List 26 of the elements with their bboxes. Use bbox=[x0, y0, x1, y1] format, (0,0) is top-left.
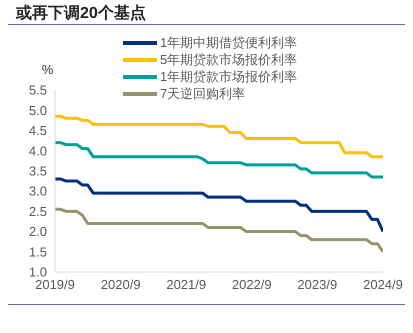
legend-label: 5年期贷款市场报价利率 bbox=[160, 51, 298, 68]
y-tick-label: 4.0 bbox=[28, 143, 47, 158]
y-tick-label: 4.5 bbox=[28, 123, 47, 138]
y-axis-title: % bbox=[42, 62, 54, 77]
y-tick-label: 1.5 bbox=[28, 244, 47, 260]
y-tick-label: 3.5 bbox=[28, 164, 47, 179]
line-series bbox=[55, 177, 383, 234]
y-tick-label: 5.0 bbox=[28, 102, 47, 118]
x-tick-label: 2024/9 bbox=[363, 277, 403, 292]
x-tick-label: 2022/9 bbox=[232, 277, 272, 292]
y-tick-label: 5.5 bbox=[28, 82, 47, 98]
chart-title: 或再下调20个基点 bbox=[8, 4, 405, 25]
x-tick-label: 2020/9 bbox=[100, 277, 141, 292]
line-series bbox=[55, 141, 383, 178]
legend-label: 7天逆回购利率 bbox=[160, 85, 246, 102]
y-tick-label: 2.0 bbox=[28, 224, 47, 240]
y-tick-label: 2.5 bbox=[28, 204, 47, 219]
line-series bbox=[55, 114, 383, 158]
x-tick-label: 2019/9 bbox=[35, 277, 75, 292]
x-tick-label: 2023/9 bbox=[297, 277, 338, 292]
y-tick-label: 1.0 bbox=[28, 264, 47, 280]
line-series bbox=[55, 208, 383, 254]
y-tick-label: 3.0 bbox=[28, 184, 47, 199]
legend-label: 1年期贷款市场报价利率 bbox=[160, 68, 298, 85]
legend-label: 1年期中期借贷便利利率 bbox=[160, 34, 298, 51]
x-tick-label: 2021/9 bbox=[166, 277, 206, 292]
